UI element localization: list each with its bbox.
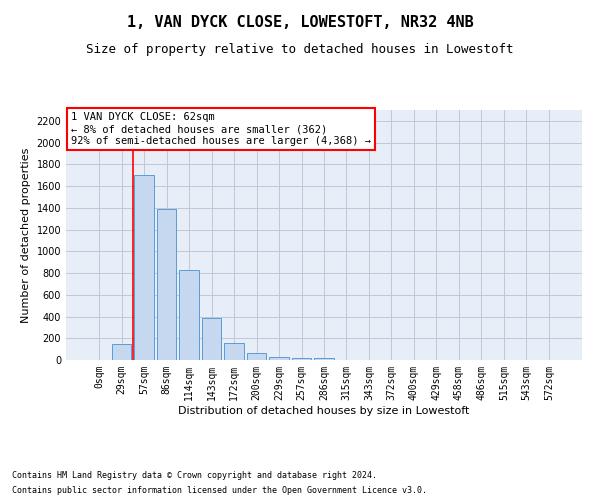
- Text: 1, VAN DYCK CLOSE, LOWESTOFT, NR32 4NB: 1, VAN DYCK CLOSE, LOWESTOFT, NR32 4NB: [127, 15, 473, 30]
- Y-axis label: Number of detached properties: Number of detached properties: [21, 148, 31, 322]
- Text: Contains public sector information licensed under the Open Government Licence v3: Contains public sector information licen…: [12, 486, 427, 495]
- Bar: [269, 357, 289, 360]
- X-axis label: Distribution of detached houses by size in Lowestoft: Distribution of detached houses by size …: [178, 406, 470, 415]
- Text: Size of property relative to detached houses in Lowestoft: Size of property relative to detached ho…: [86, 42, 514, 56]
- Text: 1 VAN DYCK CLOSE: 62sqm
← 8% of detached houses are smaller (362)
92% of semi-de: 1 VAN DYCK CLOSE: 62sqm ← 8% of detached…: [71, 112, 371, 146]
- Bar: [179, 270, 199, 360]
- Bar: [224, 342, 244, 360]
- Bar: [157, 209, 176, 360]
- Bar: [112, 344, 131, 360]
- Text: Contains HM Land Registry data © Crown copyright and database right 2024.: Contains HM Land Registry data © Crown c…: [12, 471, 377, 480]
- Bar: [314, 358, 334, 360]
- Bar: [134, 175, 154, 360]
- Bar: [202, 318, 221, 360]
- Bar: [292, 358, 311, 360]
- Bar: [247, 354, 266, 360]
